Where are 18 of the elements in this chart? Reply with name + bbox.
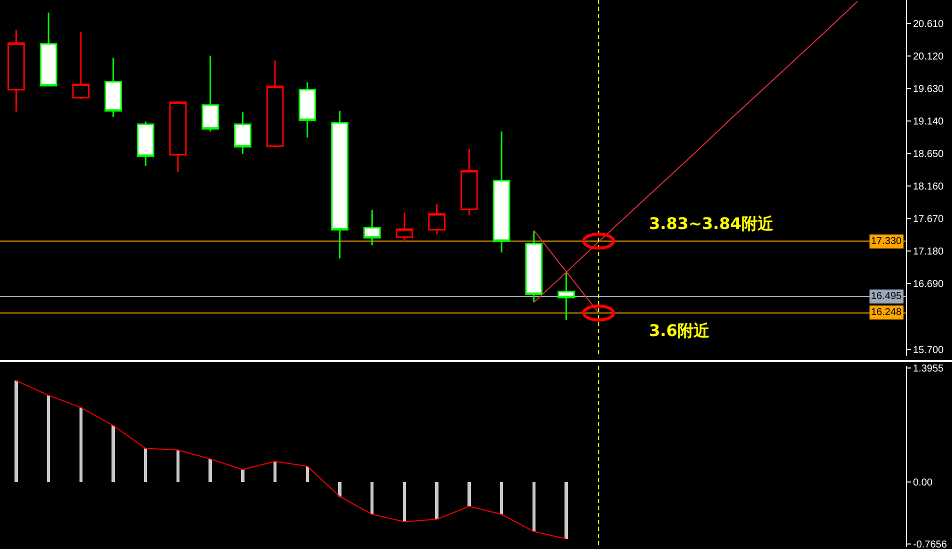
annotation: 3.6附近 <box>649 321 710 340</box>
y-tick-label: -0.7656 <box>913 540 948 549</box>
y-tick-label: 15.700 <box>913 344 944 356</box>
ref-line-label: 16.248 <box>871 307 902 318</box>
y-tick-label: 18.160 <box>913 181 944 192</box>
y-tick-label: 1.3955 <box>913 364 944 374</box>
y-tick-label: 19.140 <box>913 116 944 128</box>
y-tick-label: 16.690 <box>913 279 944 290</box>
y-tick-label: 18.650 <box>913 148 944 160</box>
y-tick-label: 0.00 <box>913 477 933 488</box>
annotation: 3.83~3.84附近 <box>649 214 774 233</box>
y-tick-label: 17.180 <box>913 246 944 258</box>
y-tick-label: 19.630 <box>913 84 944 95</box>
y-tick-label: 20.610 <box>913 18 944 30</box>
y-tick-label: 17.670 <box>913 214 944 226</box>
ref-line-label: 16.495 <box>871 291 902 302</box>
y-tick-label: 20.120 <box>913 51 944 62</box>
ref-line-label: 17.330 <box>871 236 902 247</box>
